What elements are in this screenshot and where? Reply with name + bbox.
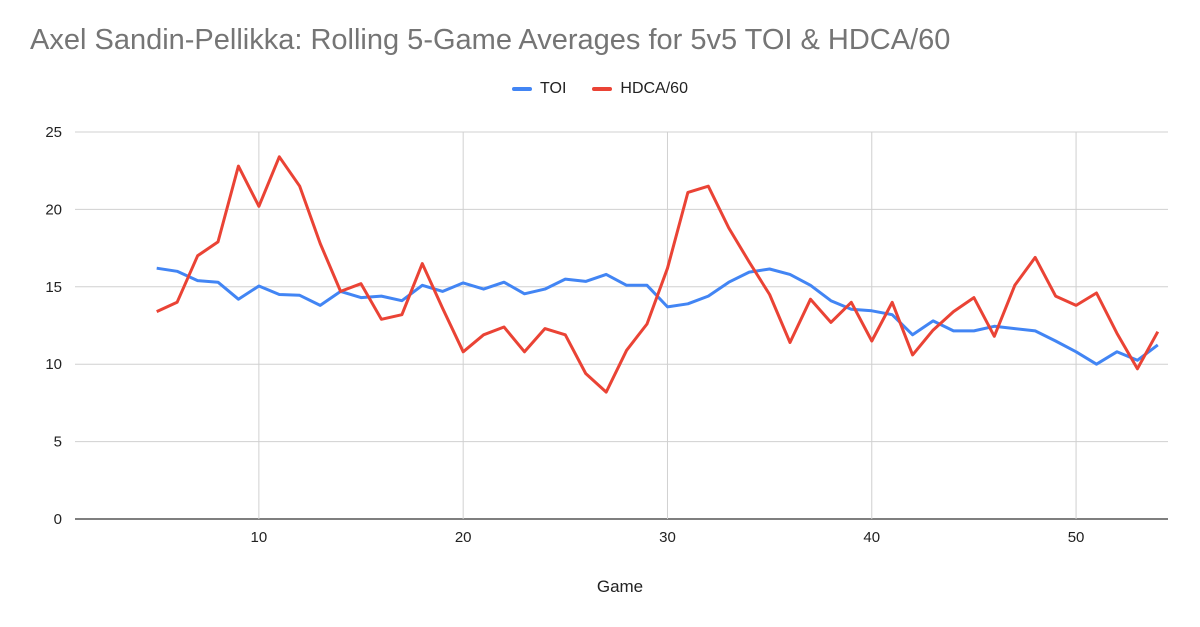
x-tick-label: 30	[659, 529, 676, 546]
x-tick-label: 50	[1068, 529, 1085, 546]
legend-label-toi: TOI	[540, 80, 567, 97]
chart-title: Axel Sandin-Pellikka: Rolling 5-Game Ave…	[30, 24, 951, 56]
y-tick-label: 20	[45, 201, 62, 218]
y-tick-label: 5	[54, 434, 62, 451]
x-tick-label: 20	[455, 529, 472, 546]
legend-swatch-toi	[512, 87, 533, 91]
series-line-toi	[156, 266, 1159, 366]
legend-item-hdca: HDCA/60	[592, 80, 688, 98]
x-tick-label: 10	[251, 529, 268, 546]
y-tick-label: 25	[45, 124, 62, 141]
x-axis-label: Game	[596, 577, 644, 596]
legend: TOI HDCA/60	[0, 80, 1200, 98]
y-tick-label: 15	[45, 279, 62, 296]
legend-label-hdca: HDCA/60	[620, 80, 688, 97]
x-tick-label: 40	[863, 529, 880, 546]
series-line-hdca-60	[156, 155, 1160, 394]
y-tick-label: 0	[54, 511, 62, 528]
y-tick-label: 10	[45, 356, 62, 373]
legend-item-toi: TOI	[512, 80, 566, 98]
legend-swatch-hdca	[592, 87, 613, 91]
